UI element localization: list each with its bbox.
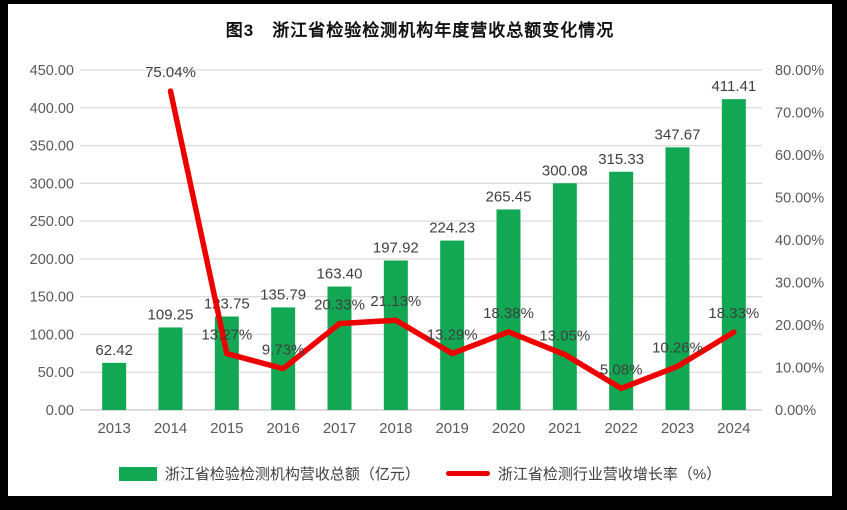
- bar-2018: [383, 260, 408, 410]
- bar-2017: [327, 286, 352, 410]
- y-left-tick-label: 350.00: [30, 139, 74, 155]
- y-left-tick-label: 50.00: [38, 365, 74, 381]
- x-tick-label-2022: 2022: [604, 420, 637, 437]
- x-tick-label-2021: 2021: [548, 420, 581, 437]
- legend-label-growth: 浙江省检测行业营收增长率（%）: [497, 466, 722, 483]
- y-left-tick-label: 200.00: [30, 252, 74, 268]
- chart-panel: 图3 浙江省检验检测机构年度营收总额变化情况 0.00 50.00 100.00 15…: [8, 4, 832, 496]
- line-value-label-2015: 13.27%: [201, 327, 252, 344]
- line-value-label-2023: 10.26%: [652, 339, 703, 356]
- y-left-tick-label: 450.00: [30, 63, 74, 79]
- chart-title: 图3 浙江省检验检测机构年度营收总额变化情况: [225, 21, 615, 40]
- y-right-tick-label: 70.00%: [775, 106, 824, 122]
- x-tick-label-2014: 2014: [154, 420, 187, 437]
- y-left-tick-label: 100.00: [30, 327, 74, 343]
- bar-value-label-2016: 135.79: [260, 286, 306, 303]
- bar-2014: [158, 327, 183, 410]
- bar-2013: [102, 362, 127, 410]
- bar-value-label-2013: 62.42: [95, 342, 133, 359]
- bar-value-label-2021: 300.08: [542, 162, 588, 179]
- x-tick-label-2017: 2017: [323, 420, 356, 437]
- y-left-tick-label: 0.00: [46, 403, 74, 419]
- line-value-label-2017: 20.33%: [314, 297, 365, 314]
- bar-value-label-2024: 411.41: [711, 78, 756, 95]
- bar-value-label-2020: 265.45: [486, 188, 532, 205]
- bar-2024: [721, 99, 746, 410]
- bar-value-label-2022: 315.33: [598, 151, 644, 168]
- bar-2019: [440, 240, 465, 410]
- y-left-tick-label: 150.00: [30, 290, 74, 306]
- bar-value-label-2015: 123.75: [204, 296, 250, 313]
- chart-legend: 浙江省检验检测机构营收总额（亿元） 浙江省检测行业营收增长率（%）: [8, 463, 832, 484]
- y-left-tick-label: 300.00: [30, 176, 74, 192]
- bar-2016: [271, 307, 296, 410]
- bar-2022: [609, 171, 634, 410]
- y-right-tick-label: 30.00%: [775, 276, 824, 292]
- line-value-label-2020: 18.38%: [483, 305, 534, 322]
- y-right-tick-label: 80.00%: [775, 63, 824, 79]
- x-tick-label-2020: 2020: [492, 420, 525, 437]
- y-right-tick-label: 60.00%: [775, 148, 824, 164]
- bar-2020: [496, 209, 521, 410]
- y-right-tick-label: 0.00%: [775, 403, 816, 419]
- line-series-swatch: [445, 471, 490, 476]
- legend-label-revenue: 浙江省检验检测机构营收总额（亿元）: [164, 466, 420, 483]
- y-left-tick-label: 250.00: [30, 214, 74, 230]
- line-value-label-2022: 5.08%: [600, 361, 643, 378]
- growth-line: [167, 88, 737, 392]
- line-value-label-2016: 9.73%: [262, 342, 305, 359]
- y-right-tick-label: 10.00%: [775, 361, 824, 377]
- legend-item-growth: 浙江省检测行业营收增长率（%）: [445, 463, 722, 484]
- x-tick-label-2024: 2024: [717, 420, 750, 437]
- line-value-label-2024: 18.33%: [708, 305, 759, 322]
- line-value-label-2021: 13.05%: [539, 328, 590, 345]
- x-tick-label-2019: 2019: [435, 420, 468, 437]
- bar-value-label-2017: 163.40: [317, 266, 363, 283]
- bar-2015: [214, 316, 239, 410]
- x-tick-label-2023: 2023: [661, 420, 694, 437]
- x-tick-label-2015: 2015: [210, 420, 243, 437]
- y-left-tick-label: 400.00: [30, 101, 74, 117]
- line-value-label-2018: 21.13%: [370, 293, 421, 310]
- chart-canvas: 0.00 50.00 100.00 150.00 200.00 250.00 300.00 3…: [30, 63, 825, 437]
- y-right-tick-label: 20.00%: [775, 318, 824, 334]
- legend-item-revenue: 浙江省检验检测机构营收总额（亿元）: [118, 463, 420, 484]
- bar-value-label-2018: 197.92: [373, 239, 419, 256]
- y-right-tick-label: 40.00%: [775, 233, 824, 249]
- bar-value-label-2014: 109.25: [148, 306, 194, 323]
- bar-2021: [552, 183, 577, 410]
- line-value-label-2019: 13.29%: [427, 327, 478, 344]
- x-tick-label-2016: 2016: [266, 420, 299, 437]
- bar-value-label-2019: 224.23: [429, 220, 475, 237]
- x-tick-label-2018: 2018: [379, 420, 412, 437]
- x-tick-label-2013: 2013: [97, 420, 130, 437]
- bar-value-label-2023: 347.67: [655, 126, 701, 143]
- line-value-label-2014: 75.04%: [145, 64, 196, 81]
- bar-series-swatch: [118, 466, 157, 481]
- y-right-tick-label: 50.00%: [775, 191, 824, 207]
